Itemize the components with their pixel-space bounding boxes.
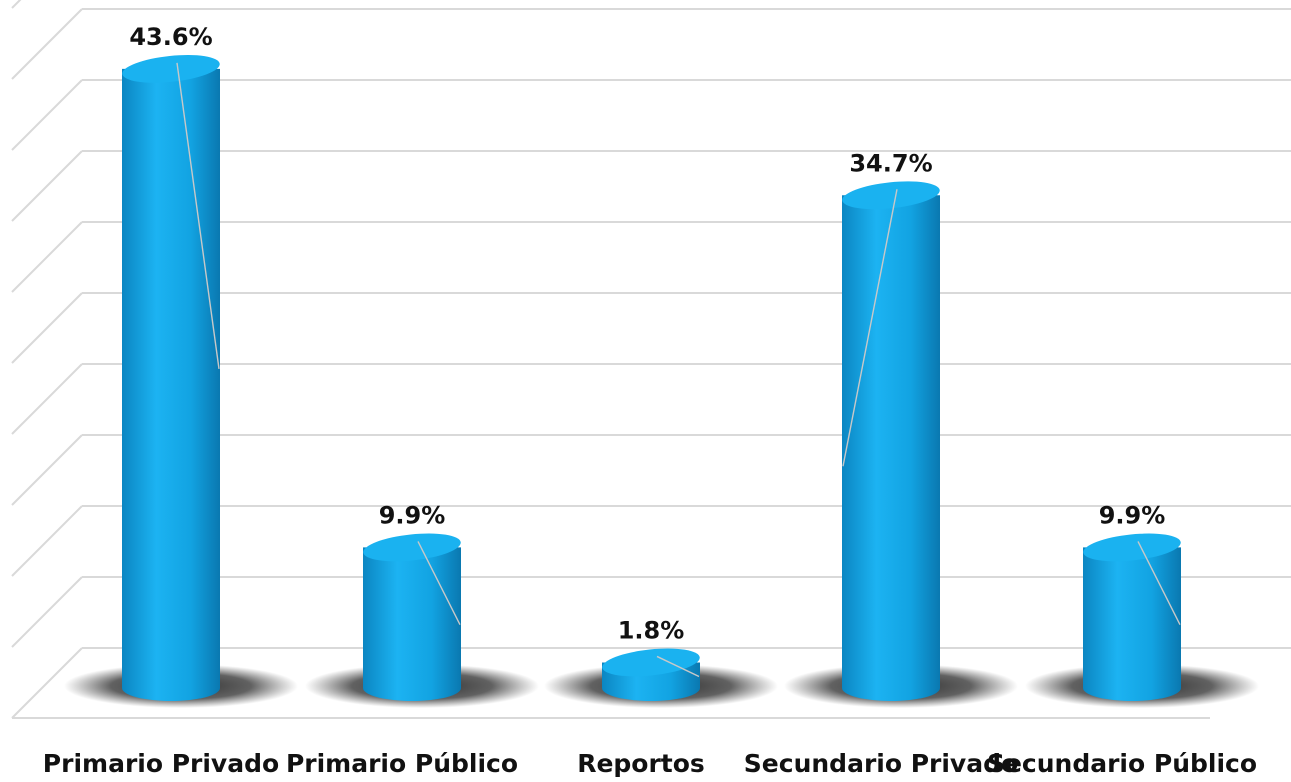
data-label-leader bbox=[1137, 541, 1181, 626]
side-wall-gridline bbox=[11, 576, 83, 648]
bar-top bbox=[842, 181, 940, 210]
data-label: 9.9% bbox=[379, 501, 446, 529]
bar-body bbox=[122, 68, 220, 701]
data-label-leader bbox=[656, 655, 700, 678]
side-wall-gridline bbox=[11, 505, 83, 577]
bar-top bbox=[1083, 533, 1181, 562]
gridlines bbox=[11, 0, 1291, 719]
data-label: 9.9% bbox=[1099, 501, 1166, 529]
category-label: Secundario Público bbox=[987, 749, 1257, 778]
labels: 43.6% Primario Privado 9.9% Primario Públic… bbox=[43, 23, 1257, 778]
bar-body bbox=[363, 547, 461, 701]
bar bbox=[1083, 533, 1181, 701]
category-label: Reportos bbox=[577, 749, 705, 778]
category-label: Secundario Privado bbox=[744, 749, 1018, 778]
bar bbox=[122, 54, 220, 701]
side-wall-gridline bbox=[11, 221, 83, 293]
bar bbox=[363, 533, 461, 701]
bar-body bbox=[1083, 547, 1181, 701]
data-label-leader bbox=[842, 189, 898, 467]
side-wall-gridline bbox=[11, 79, 83, 151]
side-wall-gridline bbox=[11, 8, 83, 80]
data-label: 1.8% bbox=[618, 616, 685, 644]
bar-body bbox=[842, 195, 940, 701]
bar bbox=[602, 648, 700, 701]
side-wall-gridline bbox=[11, 150, 83, 222]
side-wall-gridline bbox=[11, 292, 83, 364]
bar bbox=[842, 181, 940, 701]
side-wall-gridline bbox=[11, 0, 22, 9]
side-wall-gridline bbox=[11, 434, 83, 506]
data-label: 34.7% bbox=[849, 149, 932, 177]
bars bbox=[64, 54, 1259, 708]
bar-top bbox=[122, 54, 220, 83]
side-wall-gridline bbox=[11, 647, 83, 719]
category-label: Primario Público bbox=[286, 749, 518, 778]
data-label-leader bbox=[417, 541, 461, 626]
bar-top bbox=[602, 648, 700, 677]
side-wall-gridline bbox=[11, 363, 83, 435]
category-label: Primario Privado bbox=[43, 749, 279, 778]
data-label-leader bbox=[176, 62, 220, 369]
bar-top bbox=[363, 533, 461, 562]
data-label: 43.6% bbox=[129, 23, 212, 51]
